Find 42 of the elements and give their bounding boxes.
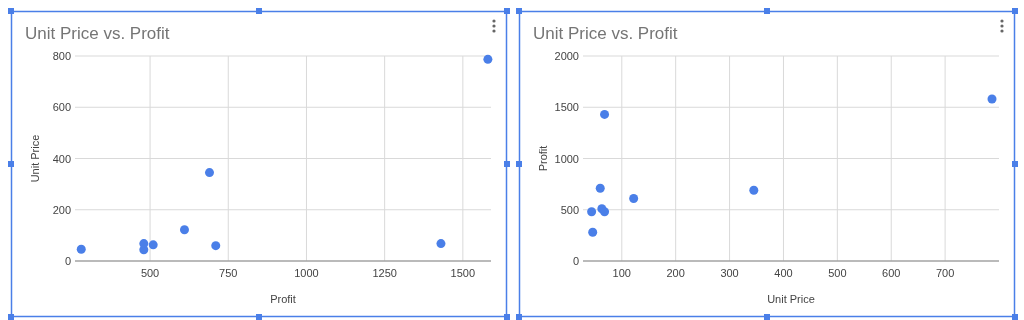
y-tick-label: 400 [52, 152, 71, 165]
y-tick-label: 800 [52, 50, 71, 62]
point [595, 183, 605, 193]
y-tick-label: 600 [52, 101, 71, 114]
point [588, 227, 598, 237]
x-tick-label: 500 [828, 267, 847, 279]
x-tick-label: 100 [612, 267, 631, 279]
point [587, 207, 597, 217]
x-axis-title: Unit Price [767, 293, 815, 305]
point [76, 244, 86, 254]
x-tick-label: 1000 [294, 267, 319, 279]
point [483, 54, 493, 64]
chart-title: Unit Price vs. Profit [25, 24, 170, 43]
y-axis-title: Unit Price [29, 134, 41, 183]
x-tick-label: 400 [774, 267, 793, 279]
x-tick-label: 500 [140, 267, 160, 279]
x-axis-title: Profit [270, 293, 296, 305]
point [179, 225, 189, 235]
y-tick-label: 500 [560, 203, 579, 216]
y-tick-label: 1000 [554, 152, 579, 165]
y-tick-label: 0 [64, 255, 71, 267]
y-tick-label: 2000 [554, 50, 579, 62]
point [600, 109, 610, 119]
point [211, 241, 221, 251]
point [987, 94, 997, 104]
point [148, 240, 158, 250]
x-tick-label: 200 [666, 267, 685, 279]
chart-title: Unit Price vs. Profit [533, 24, 678, 43]
y-tick-label: 1500 [554, 101, 579, 114]
y-tick-label: 0 [572, 255, 579, 267]
x-tick-label: 1500 [450, 267, 476, 279]
x-tick-label: 700 [935, 267, 955, 279]
y-axis-title: Profit [537, 145, 549, 172]
point [749, 185, 759, 195]
x-tick-label: 750 [219, 267, 238, 279]
x-tick-label: 300 [720, 267, 739, 279]
point [436, 239, 446, 249]
x-tick-label: 600 [882, 267, 901, 279]
point [205, 168, 214, 178]
y-tick-label: 200 [52, 203, 71, 216]
point [629, 193, 639, 203]
x-tick-label: 1250 [372, 267, 397, 279]
